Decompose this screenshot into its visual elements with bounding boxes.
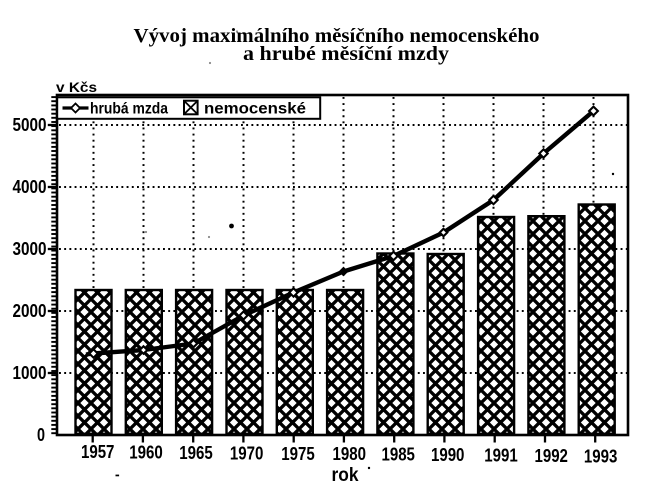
svg-text:rok: rok xyxy=(332,465,359,486)
svg-text:1993: 1993 xyxy=(584,447,618,467)
svg-text:3000: 3000 xyxy=(13,239,47,259)
svg-text:nemocenské: nemocenské xyxy=(204,101,306,118)
svg-text:5000: 5000 xyxy=(13,115,47,135)
svg-text:1980: 1980 xyxy=(333,444,367,464)
svg-text:a hrubé měsíční mzdy: a hrubé měsíční mzdy xyxy=(243,43,449,65)
svg-text:Vývoj maximálního měsíčního ne: Vývoj maximálního měsíčního nemocenského xyxy=(134,25,540,47)
svg-text:1965: 1965 xyxy=(179,443,213,463)
svg-text:1991: 1991 xyxy=(484,446,518,466)
svg-text:1960: 1960 xyxy=(129,442,163,462)
svg-text:v Kčs: v Kčs xyxy=(56,79,97,95)
svg-text:hrubá mzda: hrubá mzda xyxy=(90,101,168,118)
svg-text:0: 0 xyxy=(37,425,45,445)
svg-text:1990: 1990 xyxy=(431,445,465,465)
svg-text:2000: 2000 xyxy=(13,301,47,321)
svg-text:4000: 4000 xyxy=(13,177,47,197)
svg-text:1992: 1992 xyxy=(534,446,568,466)
svg-text:1970: 1970 xyxy=(230,443,264,463)
svg-text:1985: 1985 xyxy=(381,445,415,465)
svg-text:1975: 1975 xyxy=(281,444,315,464)
svg-text:1957: 1957 xyxy=(81,442,115,462)
svg-text:1000: 1000 xyxy=(13,363,47,383)
